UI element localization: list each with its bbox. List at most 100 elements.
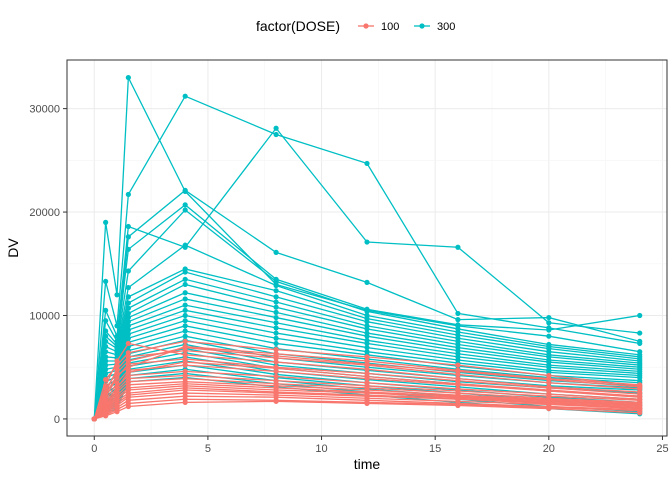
data-point <box>182 338 188 344</box>
legend-entry-100: 100 <box>358 21 399 33</box>
legend-label: 300 <box>437 21 455 33</box>
x-tick-label: 20 <box>543 443 555 455</box>
data-point <box>455 367 461 373</box>
series-line <box>93 330 640 420</box>
data-point <box>125 246 131 252</box>
series-line <box>93 268 640 420</box>
data-point <box>182 276 188 282</box>
series-line <box>93 377 640 420</box>
data-point <box>125 74 131 81</box>
data-point <box>114 358 120 364</box>
data-point <box>364 333 370 339</box>
data-point <box>182 343 188 350</box>
x-tick-label: 5 <box>205 443 211 455</box>
data-point <box>125 327 131 333</box>
series-line <box>93 292 640 420</box>
series-line <box>93 387 640 420</box>
data-point <box>273 335 279 341</box>
data-point <box>637 393 643 399</box>
data-point <box>364 354 370 360</box>
series-layer <box>91 74 643 422</box>
legend-label: 100 <box>381 21 399 33</box>
series-line <box>93 319 640 420</box>
data-point <box>273 365 279 371</box>
series-line <box>93 298 640 420</box>
data-point <box>364 373 370 380</box>
data-point <box>103 333 109 339</box>
series-line <box>93 346 640 420</box>
series-line <box>93 127 640 420</box>
data-point <box>103 338 109 344</box>
data-point <box>125 234 131 240</box>
data-point <box>273 288 279 294</box>
data-point <box>273 294 279 300</box>
data-point <box>273 304 279 310</box>
data-point <box>364 400 370 407</box>
series-line <box>93 385 640 420</box>
data-point <box>125 314 131 321</box>
data-point <box>455 244 461 250</box>
data-point <box>103 413 109 419</box>
data-point <box>637 338 643 344</box>
panel-border <box>66 59 668 437</box>
data-point <box>114 409 120 415</box>
x-tick-label: 10 <box>315 443 327 455</box>
y-tick-label: 30000 <box>29 104 60 116</box>
y-tick-label: 0 <box>54 414 60 426</box>
data-point <box>103 349 109 355</box>
series-line <box>94 398 640 420</box>
data-point <box>364 239 370 245</box>
data-point <box>182 202 188 208</box>
data-point <box>125 350 131 356</box>
data-point <box>182 359 188 365</box>
data-point <box>455 310 461 317</box>
data-point <box>273 373 279 380</box>
x-tick-label: 15 <box>429 443 441 455</box>
data-point <box>637 312 643 319</box>
series-line <box>93 392 640 420</box>
series-line <box>93 361 640 420</box>
data-point <box>182 333 188 339</box>
data-point <box>114 380 120 386</box>
data-point <box>125 323 131 329</box>
series-dose-100 <box>91 398 643 422</box>
series-dose-300 <box>91 269 643 422</box>
data-point <box>364 358 370 364</box>
data-point <box>364 340 370 347</box>
data-point <box>125 358 131 364</box>
data-point <box>273 131 279 138</box>
data-point <box>273 347 279 353</box>
data-point <box>103 386 109 392</box>
data-point <box>125 300 131 306</box>
data-point <box>273 340 279 347</box>
series-line <box>93 383 640 420</box>
y-axis-title: DV <box>5 238 21 258</box>
data-point <box>103 391 109 397</box>
data-point <box>637 330 643 336</box>
data-point <box>125 223 131 230</box>
series-line <box>93 95 640 419</box>
data-point <box>125 364 131 370</box>
series-line <box>93 345 640 420</box>
data-point <box>182 93 188 99</box>
data-point <box>103 358 109 364</box>
data-point <box>182 207 188 213</box>
data-point <box>182 187 188 193</box>
data-point <box>364 160 370 167</box>
data-point <box>546 320 552 326</box>
series-line <box>93 203 640 420</box>
data-point <box>125 403 131 410</box>
data-point <box>103 354 109 360</box>
data-point <box>103 278 109 284</box>
data-point <box>125 331 131 337</box>
series-line <box>93 244 640 420</box>
series-line <box>93 358 640 420</box>
data-point <box>273 249 279 255</box>
series-line <box>93 381 640 420</box>
x-tick-label: 0 <box>91 443 97 455</box>
data-point <box>273 351 279 357</box>
data-point <box>182 312 188 319</box>
data-point <box>364 319 370 325</box>
data-point <box>125 305 131 311</box>
